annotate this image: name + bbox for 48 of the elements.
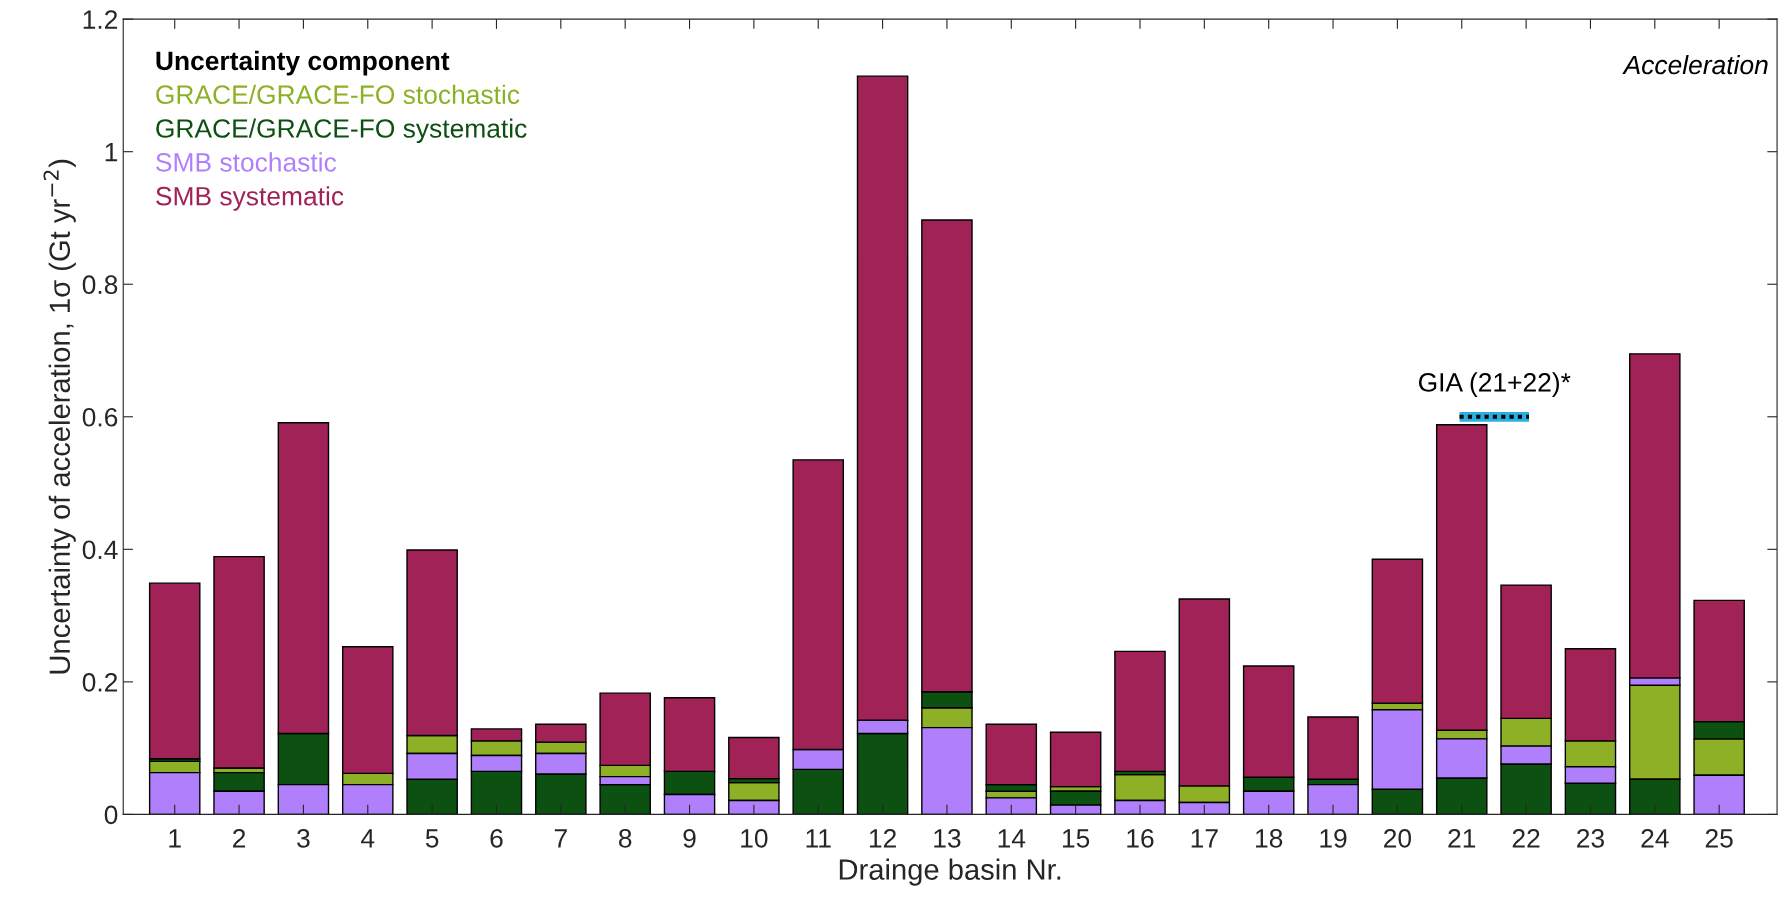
x-tick-label: 4 [361, 829, 375, 848]
y-tick-label: 0.2 [82, 673, 118, 692]
y-axis-title: Uncertainty of acceleration, 1σ (Gt yr$^{−2}$) [43, 159, 76, 674]
x-tick-label: 8 [618, 829, 632, 848]
x-tick-label: 6 [490, 829, 503, 848]
x-tick-label: 5 [425, 829, 439, 848]
x-tick-label: 12 [869, 829, 896, 848]
bar [1114, 650, 1166, 773]
y-tick-label: 1.2 [83, 10, 118, 29]
y-tick-label: 1 [105, 143, 118, 162]
x-tick-label: 19 [1320, 829, 1347, 848]
x-tick-label: 22 [1512, 829, 1540, 848]
x-tick-label: 21 [1448, 829, 1476, 848]
x-tick-label: 3 [297, 829, 310, 848]
x-tick-label: 20 [1384, 829, 1412, 848]
text: SMB stochastic [156, 152, 337, 172]
x-tick-label: 13 [934, 829, 961, 848]
x-tick-label: 11 [806, 829, 831, 848]
y-tick-label: 0.8 [82, 275, 118, 295]
annotation: Acceleration [1622, 54, 1768, 75]
x-tick-label: 17 [1191, 829, 1218, 848]
x-tick-label: 14 [998, 829, 1026, 848]
x-tick-label: 18 [1256, 829, 1283, 848]
x-tick-label: 7 [554, 829, 567, 848]
text: SMB systematic [156, 186, 344, 211]
text: GRACE/GRACE-FO stochastic [156, 84, 520, 105]
bar [1307, 716, 1359, 780]
x-tick-label: 24 [1641, 829, 1669, 848]
x-tick-label: 1 [169, 829, 181, 848]
x-axis-title: Drainge basin Nr. [839, 858, 1061, 886]
x-tick-label: 2 [233, 829, 246, 848]
x-tick-label: 23 [1577, 829, 1604, 848]
y-tick-label: 0 [104, 805, 118, 825]
bar [148, 582, 201, 760]
x-tick-label: 25 [1705, 829, 1733, 848]
legend-title: Uncertainty component [156, 50, 450, 76]
x-tick-label: 9 [683, 829, 696, 848]
y-tick-label: 0.6 [82, 407, 118, 427]
bar [1049, 731, 1102, 788]
bar [728, 736, 780, 780]
x-tick-label: 15 [1062, 829, 1090, 848]
text: GRACE/GRACE-FO systematic [156, 118, 527, 144]
x-tick-label: 16 [1127, 829, 1154, 848]
y-tick-label: 0.4 [82, 540, 118, 560]
x-tick-label: 10 [741, 829, 768, 848]
annotation: GIA (21+22)* [1418, 372, 1571, 397]
bar [213, 555, 265, 769]
bar [1307, 783, 1359, 815]
